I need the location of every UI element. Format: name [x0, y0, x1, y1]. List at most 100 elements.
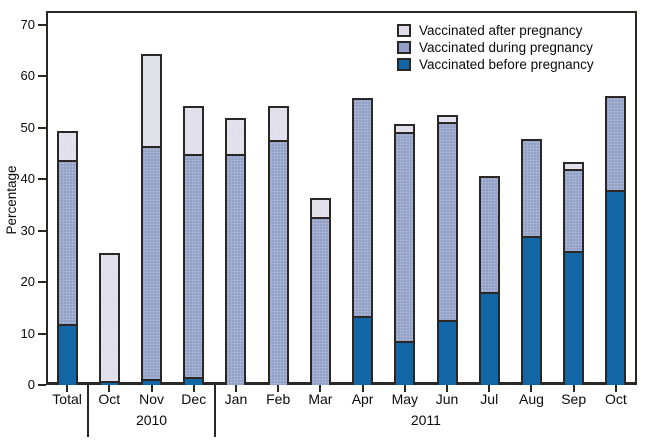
legend-item-during: Vaccinated during pregnancy — [397, 40, 594, 55]
bar-total-0 — [56, 131, 78, 385]
x-category-label-nov: Nov — [139, 391, 164, 407]
bar-segment-after — [438, 116, 456, 122]
bar-segment-after — [143, 55, 161, 146]
bar-segment-before — [396, 341, 414, 385]
x-category-label-apr: Apr — [351, 391, 374, 407]
x-axis-tick — [192, 385, 195, 392]
bar-segment-during — [143, 145, 161, 379]
x-axis-group-divider — [213, 385, 217, 437]
x-axis-tick — [572, 385, 575, 392]
y-tick-label: 30 — [20, 222, 35, 238]
bar-segment-before — [522, 235, 540, 385]
x-axis-tick — [403, 385, 406, 392]
legend-swatch-during — [397, 41, 411, 54]
legend-label: Vaccinated after pregnancy — [419, 23, 583, 38]
bar-segment-during — [227, 153, 245, 385]
x-axis-tick — [488, 385, 491, 392]
year-label-2010: 2010 — [135, 412, 168, 428]
bar-aug-11 — [520, 138, 542, 385]
x-axis-tick — [234, 385, 237, 392]
bar-jul-10 — [478, 176, 500, 385]
legend: Vaccinated after pregnancy Vaccinated dur… — [397, 23, 594, 74]
bar-segment-during — [480, 178, 498, 293]
bar-jun-9 — [436, 114, 458, 385]
y-axis-title: Percentage — [4, 165, 19, 235]
y-tick-label: 10 — [20, 325, 35, 341]
x-category-label-aug: Aug — [518, 391, 544, 407]
x-category-label-feb: Feb — [266, 391, 291, 407]
year-label-2011: 2011 — [410, 412, 441, 428]
bar-segment-after — [58, 133, 76, 160]
legend-swatch-after — [397, 24, 411, 37]
y-tick-label: 70 — [20, 17, 35, 32]
bar-oct-1 — [98, 252, 120, 385]
x-category-label-total: Total — [52, 391, 82, 407]
bar-jan-4 — [225, 118, 247, 385]
bar-segment-during — [185, 154, 203, 377]
legend-label: Vaccinated before pregnancy — [419, 57, 594, 72]
x-category-label-jun: Jun — [435, 391, 459, 407]
bar-segment-during — [58, 159, 76, 325]
y-tick-label: 50 — [20, 119, 35, 135]
bar-segment-before — [58, 324, 76, 385]
bar-segment-before — [565, 251, 583, 385]
x-axis-tick — [530, 385, 533, 392]
bar-segment-before — [143, 378, 161, 385]
x-category-label-jan: Jan — [224, 391, 248, 407]
bar-segment-during — [396, 131, 414, 342]
bar-may-8 — [394, 124, 416, 385]
x-category-label-jul: Jul — [480, 391, 499, 407]
y-axis-tick — [38, 281, 46, 284]
x-category-label-sep: Sep — [561, 391, 587, 407]
legend-swatch-before — [397, 58, 411, 71]
bar-mar-6 — [309, 197, 331, 385]
y-axis-tick — [38, 126, 46, 129]
x-category-label-may: May — [391, 391, 419, 407]
x-axis-tick — [66, 385, 69, 392]
y-axis-tick — [38, 229, 46, 232]
x-category-label-oct: Oct — [98, 391, 121, 407]
bar-segment-before — [100, 381, 118, 385]
bar-segment-before — [185, 376, 203, 385]
bar-segment-during — [269, 139, 287, 385]
bar-segment-after — [311, 199, 329, 218]
bar-segment-before — [607, 189, 625, 385]
bar-segment-after — [269, 108, 287, 140]
y-axis-tick — [38, 384, 46, 386]
y-tick-label: 0 — [27, 377, 35, 392]
legend-item-after: Vaccinated after pregnancy — [397, 23, 594, 38]
bar-oct-13 — [605, 96, 627, 385]
x-axis-tick — [277, 385, 280, 392]
y-tick-label: 40 — [20, 171, 35, 187]
bar-feb-5 — [267, 106, 289, 385]
bar-segment-during — [354, 99, 372, 317]
x-category-label-dec: Dec — [181, 391, 207, 407]
x-category-label-mar: Mar — [308, 391, 333, 407]
bar-segment-before — [438, 320, 456, 385]
y-tick-label: 60 — [20, 68, 35, 84]
bar-segment-during — [311, 217, 329, 385]
bar-segment-after — [100, 254, 118, 382]
x-axis-tick — [108, 385, 111, 392]
bar-apr-7 — [352, 97, 374, 385]
y-axis-tick — [38, 178, 46, 181]
x-axis-tick — [319, 385, 322, 392]
bar-dec-3 — [183, 106, 205, 385]
legend-item-before: Vaccinated before pregnancy — [397, 57, 594, 72]
bar-segment-during — [607, 98, 625, 190]
x-axis-tick — [150, 385, 153, 392]
bar-segment-before — [480, 292, 498, 385]
bar-segment-after — [227, 120, 245, 154]
x-axis-tick — [446, 385, 449, 392]
y-axis-tick — [38, 24, 46, 26]
bar-segment-during — [438, 121, 456, 321]
bar-sep-12 — [563, 161, 585, 385]
x-axis-tick — [361, 385, 364, 392]
x-axis-group-divider — [86, 385, 90, 437]
x-axis-tick — [614, 385, 617, 392]
bar-segment-after — [185, 108, 203, 155]
y-tick-label: 20 — [20, 274, 35, 290]
x-category-label-oct: Oct — [605, 391, 627, 407]
bar-nov-2 — [141, 53, 163, 385]
